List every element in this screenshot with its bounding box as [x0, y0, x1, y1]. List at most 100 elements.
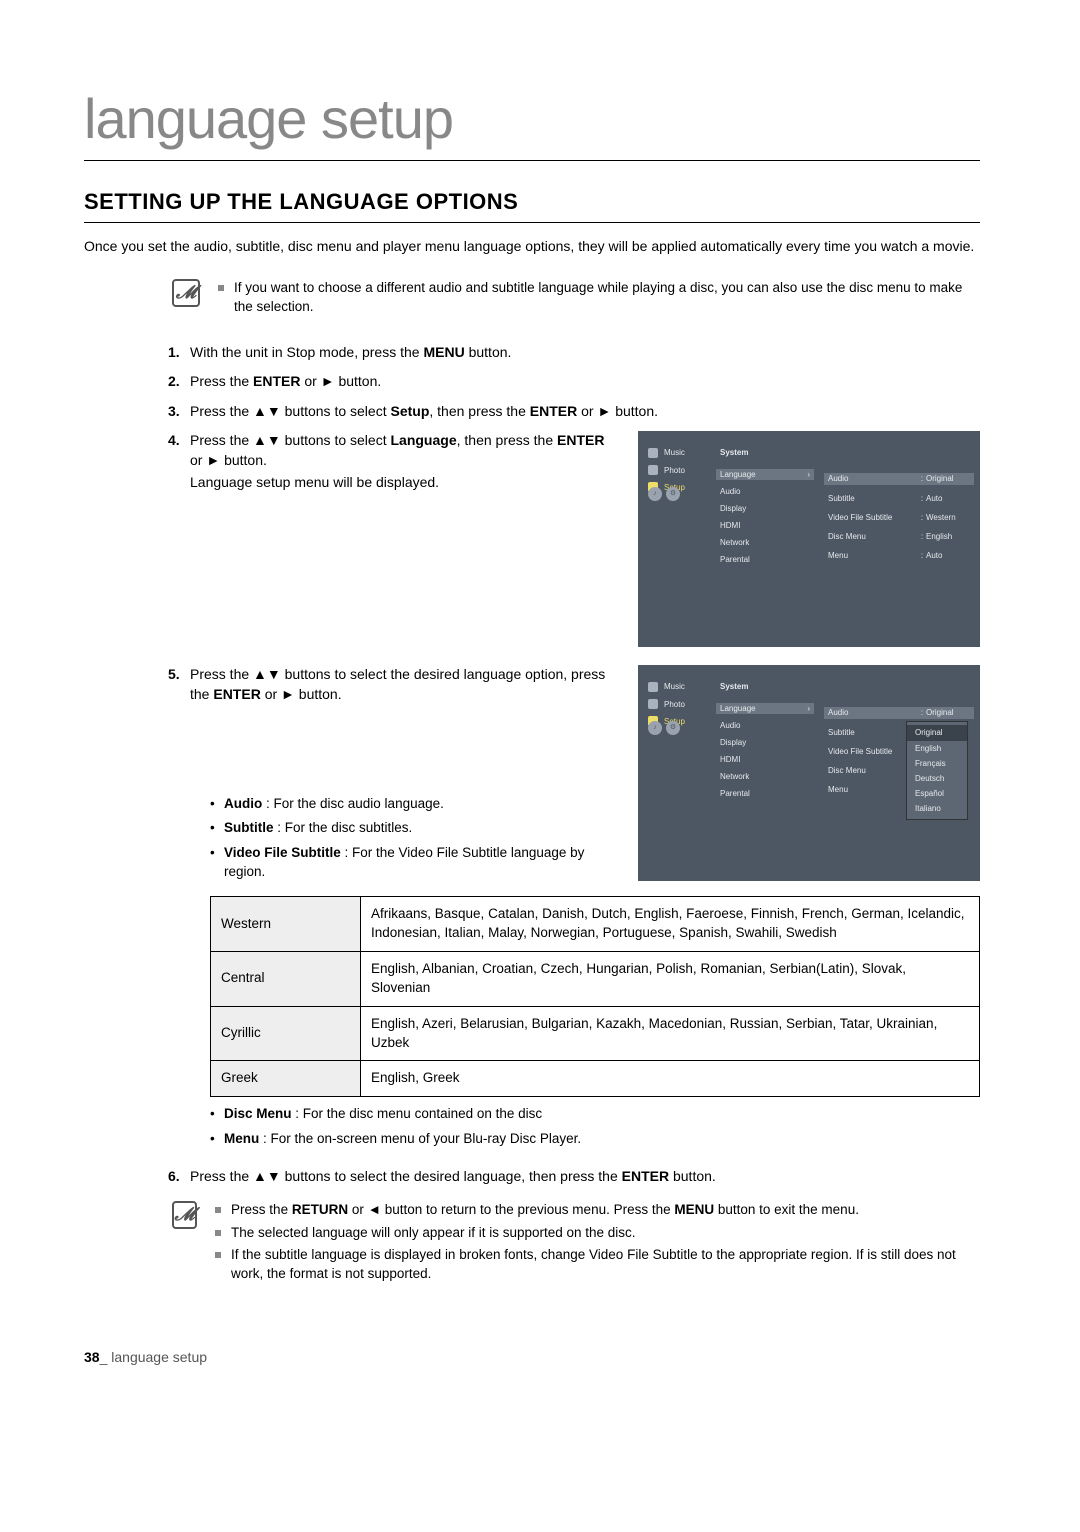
- step-6-a: Press the ▲▼ buttons to select the desir…: [190, 1168, 622, 1184]
- bottom-note-block: 𝓜 Press the RETURN or ◄ button to return…: [172, 1201, 980, 1289]
- bn1-d: MENU: [674, 1202, 714, 1217]
- table-r1v: Afrikaans, Basque, Catalan, Danish, Dutc…: [361, 897, 980, 952]
- bottom-note-1: Press the RETURN or ◄ button to return t…: [215, 1201, 980, 1220]
- bullet-menu-k: Menu: [224, 1131, 259, 1146]
- bullet-audio-v: : For the disc audio language.: [262, 796, 444, 811]
- bottom-note-2: The selected language will only appear i…: [215, 1224, 980, 1243]
- table-r1k: Western: [211, 897, 361, 952]
- tv2-mid-header: System: [720, 681, 810, 692]
- bullet-discmenu: Disc Menu : For the disc menu contained …: [210, 1105, 980, 1124]
- step-6-b: ENTER: [622, 1168, 669, 1184]
- tv1-r-dm-v: English: [926, 531, 970, 542]
- table-r4k: Greek: [211, 1061, 361, 1097]
- tv1-r-sub-v: Auto: [926, 493, 970, 504]
- bullet-sub-k: Subtitle: [224, 820, 274, 835]
- tv2-mid-audio: Audio: [720, 720, 740, 731]
- tv2-dd-francais: Français: [907, 756, 967, 771]
- tv1-r-menu-k: Menu: [828, 550, 918, 561]
- tv1-mid-parental: Parental: [720, 554, 750, 565]
- note-icon: 𝓜: [172, 1201, 197, 1229]
- tv1-mid-display: Display: [720, 503, 746, 514]
- tv2-left-photo: Photo: [664, 699, 685, 710]
- page-footer: 38_ language setup: [84, 1348, 980, 1368]
- bullet-vfs-k: Video File Subtitle: [224, 845, 341, 860]
- step-4-b: Language: [390, 432, 456, 448]
- menu-screenshot-2: ♪⚙ Music Photo Setup System Language› Au…: [638, 665, 980, 881]
- step-4-e: or ► button.: [190, 452, 267, 468]
- step-4-a: Press the ▲▼ buttons to select: [190, 432, 390, 448]
- step-5-c: or ► button.: [261, 686, 342, 702]
- tv1-mid-language: Language: [720, 469, 756, 480]
- table-r2k: Central: [211, 951, 361, 1006]
- bn1-a: Press the: [231, 1202, 292, 1217]
- step-2-bold: ENTER: [253, 373, 300, 389]
- region-table: WesternAfrikaans, Basque, Catalan, Danis…: [210, 896, 980, 1097]
- tv2-r-vfs-k: Video File Subtitle: [828, 746, 918, 757]
- step-3-c: , then press the: [429, 403, 529, 419]
- page-title: language setup: [84, 80, 980, 161]
- tv2-r-menu-k: Menu: [828, 784, 918, 795]
- tv2-r-audio-k: Audio: [828, 707, 918, 718]
- bullet-dm-k: Disc Menu: [224, 1106, 292, 1121]
- table-r2v: English, Albanian, Croatian, Czech, Hung…: [361, 951, 980, 1006]
- step-1-bold: MENU: [423, 344, 464, 360]
- table-r3v: English, Azeri, Belarusian, Bulgarian, K…: [361, 1006, 980, 1061]
- tv1-r-sub-k: Subtitle: [828, 493, 918, 504]
- step-3-e: or ► button.: [577, 403, 658, 419]
- tv2-dd-espanol: Español: [907, 786, 967, 801]
- bullet-subtitle: Subtitle : For the disc subtitles.: [210, 819, 612, 838]
- tv1-r-vfs-k: Video File Subtitle: [828, 512, 918, 523]
- tv1-mid-header: System: [720, 447, 810, 458]
- step-5-b: ENTER: [213, 686, 260, 702]
- bullet-audio-k: Audio: [224, 796, 262, 811]
- bullet-audio: Audio : For the disc audio language.: [210, 795, 612, 814]
- tv2-r-audio-v: Original: [926, 707, 970, 718]
- tv2-dd-original: Original: [907, 725, 967, 740]
- step-1-post: button.: [465, 344, 512, 360]
- tv1-r-menu-v: Auto: [926, 550, 970, 561]
- tv2-dd-deutsch: Deutsch: [907, 771, 967, 786]
- bullet-vfs: Video File Subtitle : For the Video File…: [210, 844, 612, 882]
- tv2-dd-english: English: [907, 741, 967, 756]
- tv2-mid-hdmi: HDMI: [720, 754, 740, 765]
- intro-text: Once you set the audio, subtitle, disc m…: [84, 237, 980, 257]
- tv1-left-music: Music: [664, 447, 685, 458]
- bn1-c: or ◄ button to return to the previous me…: [348, 1202, 674, 1217]
- tv2-dropdown: Original English Français Deutsch Españo…: [906, 721, 968, 820]
- tv1-left-photo: Photo: [664, 465, 685, 476]
- step-2: Press the ENTER or ► button.: [168, 372, 980, 392]
- step-4-c: , then press the: [457, 432, 557, 448]
- bullet-menu: Menu : For the on-screen menu of your Bl…: [210, 1130, 980, 1149]
- menu-screenshot-1: ♪⚙ Music Photo Setup System Language› Au…: [638, 431, 980, 647]
- step-6-c: button.: [669, 1168, 716, 1184]
- tv2-r-dm-k: Disc Menu: [828, 765, 918, 776]
- step-3-d: ENTER: [530, 403, 577, 419]
- step-1: With the unit in Stop mode, press the ME…: [168, 343, 980, 363]
- tv1-mid-hdmi: HDMI: [720, 520, 740, 531]
- footer-label: language setup: [107, 1349, 207, 1365]
- tv2-mid-parental: Parental: [720, 788, 750, 799]
- tv1-mid-audio: Audio: [720, 486, 740, 497]
- bn1-e: button to exit the menu.: [714, 1202, 859, 1217]
- bullet-sub-v: : For the disc subtitles.: [274, 820, 413, 835]
- step-4: Press the ▲▼ buttons to select Language,…: [168, 431, 980, 647]
- tv2-mid-language: Language: [720, 703, 756, 714]
- step-3-a: Press the ▲▼ buttons to select: [190, 403, 390, 419]
- step-4-d: ENTER: [557, 432, 604, 448]
- step-3: Press the ▲▼ buttons to select Setup, th…: [168, 402, 980, 422]
- step-1-pre: With the unit in Stop mode, press the: [190, 344, 423, 360]
- footer-pagenum: 38: [84, 1349, 100, 1365]
- tv1-r-audio-k: Audio: [828, 473, 918, 484]
- table-r4v: English, Greek: [361, 1061, 980, 1097]
- tv1-r-dm-k: Disc Menu: [828, 531, 918, 542]
- bullet-menu-v: : For the on-screen menu of your Blu-ray…: [259, 1131, 581, 1146]
- bullet-dm-v: : For the disc menu contained on the dis…: [292, 1106, 543, 1121]
- tv2-dd-italiano: Italiano: [907, 801, 967, 816]
- tv1-r-audio-v: Original: [926, 473, 970, 484]
- step-4-sub: Language setup menu will be displayed.: [190, 473, 612, 493]
- tv1-r-vfs-v: Western: [926, 512, 970, 523]
- step-2-pre: Press the: [190, 373, 253, 389]
- step-3-b: Setup: [390, 403, 429, 419]
- step-5: Press the ▲▼ buttons to select the desir…: [168, 665, 980, 1149]
- tv2-mid-display: Display: [720, 737, 746, 748]
